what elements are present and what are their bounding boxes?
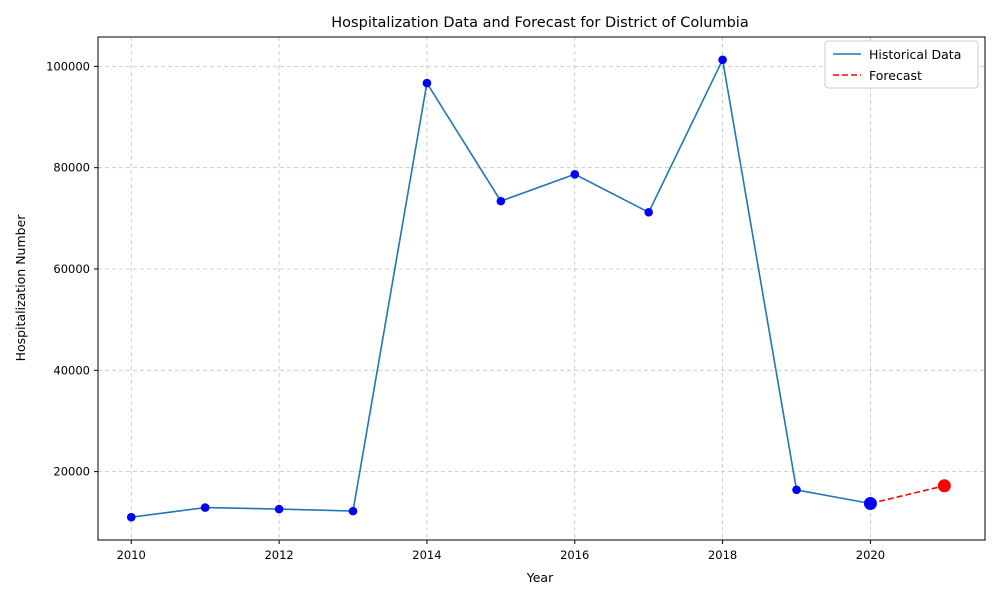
x-tick-label: 2018 bbox=[708, 548, 737, 562]
legend-label-forecast: Forecast bbox=[869, 68, 922, 83]
grid bbox=[98, 37, 985, 540]
x-tick-label: 2014 bbox=[412, 548, 441, 562]
x-tick-label: 2010 bbox=[117, 548, 146, 562]
legend: Historical Data Forecast bbox=[824, 40, 979, 89]
y-tick-label: 60000 bbox=[53, 262, 90, 276]
data-point bbox=[792, 485, 801, 495]
legend-box bbox=[824, 40, 979, 89]
data-point bbox=[348, 506, 358, 516]
data-markers bbox=[126, 55, 951, 522]
data-point bbox=[644, 207, 653, 217]
x-tick-label: 2016 bbox=[560, 548, 589, 562]
axes: 2010 2012 2014 2016 2018 2020 20000 40000 60000 8… bbox=[46, 59, 885, 562]
data-point bbox=[718, 55, 727, 65]
x-axis-label: Year bbox=[526, 570, 554, 585]
data-point bbox=[126, 512, 136, 522]
data-point bbox=[274, 504, 284, 514]
y-tick-label: 80000 bbox=[53, 161, 90, 175]
x-tick-label: 2012 bbox=[264, 548, 293, 562]
y-tick-label: 20000 bbox=[53, 465, 90, 479]
chart-title: Hospitalization Data and Forecast for Di… bbox=[331, 15, 748, 31]
data-point bbox=[496, 196, 506, 206]
data-point bbox=[200, 503, 210, 512]
highlight-point bbox=[937, 479, 951, 493]
highlight-point bbox=[863, 497, 877, 511]
y-tick-label: 40000 bbox=[53, 363, 90, 377]
data-point bbox=[570, 169, 580, 179]
y-axis-label: Hospitalization Number bbox=[13, 214, 28, 362]
data-point bbox=[422, 78, 432, 88]
series-line-forecast bbox=[870, 485, 945, 505]
legend-label-historical: Historical Data bbox=[869, 47, 961, 62]
x-tick-label: 2020 bbox=[856, 548, 885, 562]
y-tick-label: 100000 bbox=[46, 59, 90, 73]
plot-frame bbox=[97, 36, 986, 541]
